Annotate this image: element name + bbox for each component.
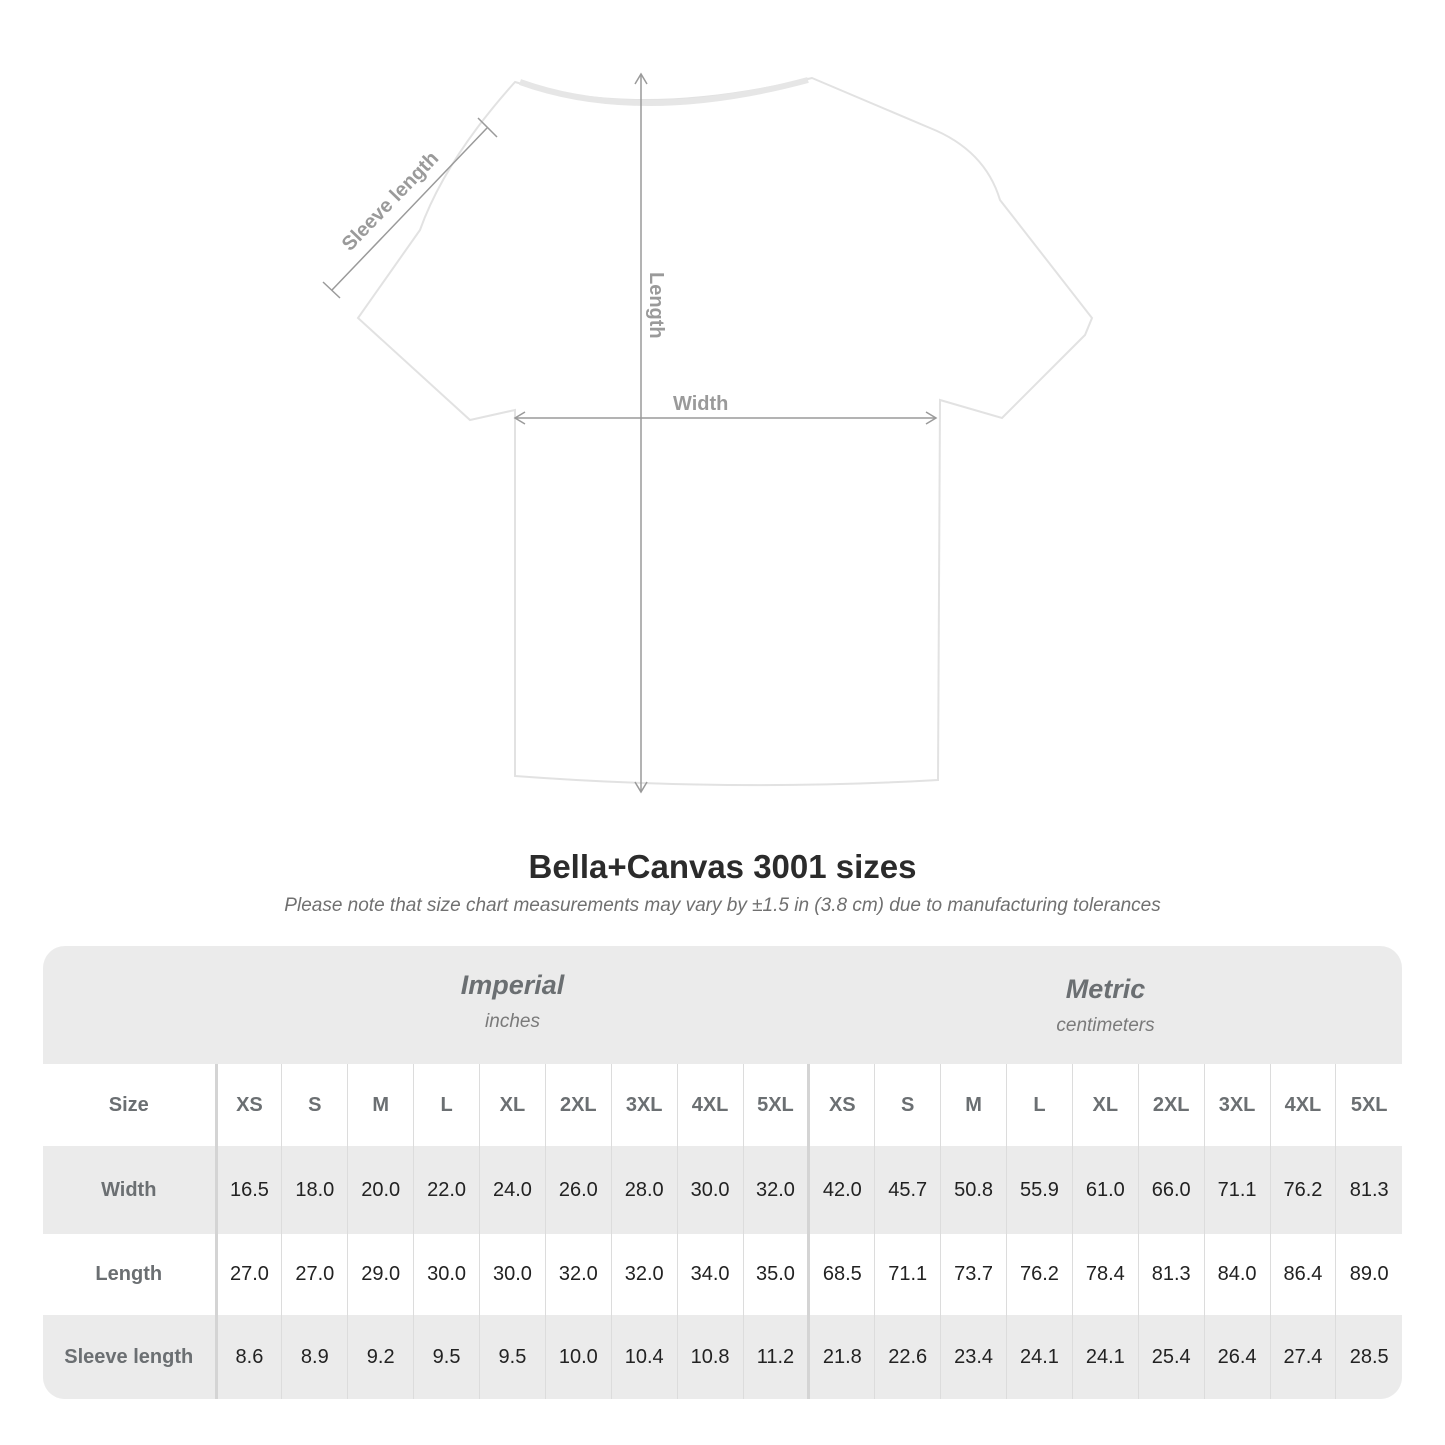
imperial-cell: 30.0 <box>413 1234 480 1315</box>
imperial-cell: 32.0 <box>544 1234 612 1315</box>
imperial-cell: 9.5 <box>479 1315 546 1399</box>
metric-cell: 78.4 <box>1071 1234 1139 1315</box>
metric-cell: 25.4 <box>1137 1315 1205 1399</box>
metric-cell: 42.0 <box>807 1146 875 1234</box>
table-row: Length 27.0 27.0 29.0 30.0 30.0 32.0 32.0 34.0 35… <box>43 1234 1402 1315</box>
metric-cell: 61.0 <box>1071 1146 1139 1234</box>
imperial-cell: 22.0 <box>413 1146 480 1234</box>
imperial-cell: 20.0 <box>347 1146 414 1234</box>
imperial-cell: 10.4 <box>610 1315 678 1399</box>
metric-cell: 22.6 <box>874 1315 941 1399</box>
imperial-size-header: 2XL <box>544 1064 612 1146</box>
tshirt-diagram: Sleeve length Length Width <box>322 72 1094 794</box>
width-label: Width <box>673 393 728 415</box>
imperial-size-header: 5XL <box>742 1064 809 1146</box>
imperial-cell: 29.0 <box>347 1234 414 1315</box>
size-table: Size XS S M L XL 2XL 3XL 4XL 5XL XS S M L XL 2XL 3XL 4XL 5… <box>43 1064 1402 1399</box>
row-label: Sleeve length <box>43 1315 218 1399</box>
imperial-cell: 32.0 <box>742 1146 809 1234</box>
imperial-size-header: 4XL <box>676 1064 743 1146</box>
metric-unit: centimeters <box>1056 1015 1155 1036</box>
row-label: Size <box>43 1064 218 1146</box>
imperial-cell: 8.9 <box>281 1315 348 1399</box>
imperial-size-header: M <box>347 1064 414 1146</box>
metric-cell: 68.5 <box>807 1234 875 1315</box>
neckline <box>518 77 809 106</box>
metric-cell: 24.1 <box>1006 1315 1073 1399</box>
metric-cell: 45.7 <box>874 1146 941 1234</box>
imperial-size-header: L <box>413 1064 480 1146</box>
metric-cell: 84.0 <box>1203 1234 1270 1315</box>
imperial-size-header: XL <box>479 1064 546 1146</box>
metric-size-header: 3XL <box>1203 1064 1270 1146</box>
metric-size-header: L <box>1006 1064 1073 1146</box>
table-row: Width 16.5 18.0 20.0 22.0 24.0 26.0 28.0 30.0 32.… <box>43 1146 1402 1234</box>
row-label: Length <box>43 1234 218 1315</box>
metric-size-header: XS <box>807 1064 875 1146</box>
metric-cell: 23.4 <box>940 1315 1007 1399</box>
imperial-cell: 30.0 <box>479 1234 546 1315</box>
imperial-cell: 18.0 <box>281 1146 348 1234</box>
imperial-size-header: XS <box>215 1064 282 1146</box>
table-row: Sleeve length 8.6 8.9 9.2 9.5 9.5 10.0 10.4 10.8… <box>43 1315 1402 1399</box>
metric-size-header: M <box>940 1064 1007 1146</box>
metric-cell: 81.3 <box>1335 1146 1402 1234</box>
imperial-cell: 10.0 <box>544 1315 612 1399</box>
length-label: Length <box>645 272 667 339</box>
metric-cell: 55.9 <box>1006 1146 1073 1234</box>
metric-size-header: 2XL <box>1137 1064 1205 1146</box>
imperial-cell: 8.6 <box>215 1315 282 1399</box>
metric-cell: 21.8 <box>807 1315 875 1399</box>
metric-label: Metric <box>1065 974 1146 1004</box>
imperial-cell: 9.2 <box>347 1315 414 1399</box>
imperial-cell: 30.0 <box>676 1146 743 1234</box>
metric-cell: 71.1 <box>1203 1146 1270 1234</box>
imperial-cell: 27.0 <box>281 1234 348 1315</box>
imperial-unit: inches <box>485 1011 540 1032</box>
imperial-cell: 9.5 <box>413 1315 480 1399</box>
imperial-cell: 32.0 <box>610 1234 678 1315</box>
imperial-cell: 24.0 <box>479 1146 546 1234</box>
page-title: Bella+Canvas 3001 sizes <box>528 848 917 885</box>
imperial-header: Imperial inches <box>216 970 809 1088</box>
metric-cell: 76.2 <box>1006 1234 1073 1315</box>
metric-cell: 73.7 <box>940 1234 1007 1315</box>
sleeve-arrow <box>331 127 488 291</box>
metric-cell: 76.2 <box>1269 1146 1336 1234</box>
metric-cell: 71.1 <box>874 1234 941 1315</box>
tshirt-image <box>356 76 1094 787</box>
imperial-cell: 11.2 <box>742 1315 809 1399</box>
imperial-cell: 34.0 <box>676 1234 743 1315</box>
metric-size-header: S <box>874 1064 941 1146</box>
metric-cell: 66.0 <box>1137 1146 1205 1234</box>
imperial-size-header: 3XL <box>610 1064 678 1146</box>
metric-cell: 26.4 <box>1203 1315 1270 1399</box>
imperial-cell: 10.8 <box>676 1315 743 1399</box>
metric-cell: 24.1 <box>1071 1315 1139 1399</box>
imperial-cell: 35.0 <box>742 1234 809 1315</box>
imperial-cell: 27.0 <box>215 1234 282 1315</box>
metric-cell: 50.8 <box>940 1146 1007 1234</box>
metric-cell: 89.0 <box>1335 1234 1402 1315</box>
imperial-cell: 26.0 <box>544 1146 612 1234</box>
metric-header: Metric centimeters <box>809 974 1402 1092</box>
metric-size-header: 5XL <box>1335 1064 1402 1146</box>
imperial-size-header: S <box>281 1064 348 1146</box>
metric-size-header: XL <box>1071 1064 1139 1146</box>
imperial-label: Imperial <box>460 970 565 1000</box>
metric-cell: 28.5 <box>1335 1315 1402 1399</box>
row-label: Width <box>43 1146 218 1234</box>
size-chart-table: Imperial inches Metric centimeters Size X… <box>43 946 1402 1399</box>
size-header-row: Size XS S M L XL 2XL 3XL 4XL 5XL XS S M L XL 2XL 3XL 4XL 5… <box>43 1064 1402 1146</box>
imperial-cell: 16.5 <box>215 1146 282 1234</box>
metric-cell: 27.4 <box>1269 1315 1336 1399</box>
imperial-cell: 28.0 <box>610 1146 678 1234</box>
tolerance-note: Please note that size chart measurements… <box>284 895 1161 916</box>
metric-size-header: 4XL <box>1269 1064 1336 1146</box>
metric-cell: 81.3 <box>1137 1234 1205 1315</box>
metric-cell: 86.4 <box>1269 1234 1336 1315</box>
